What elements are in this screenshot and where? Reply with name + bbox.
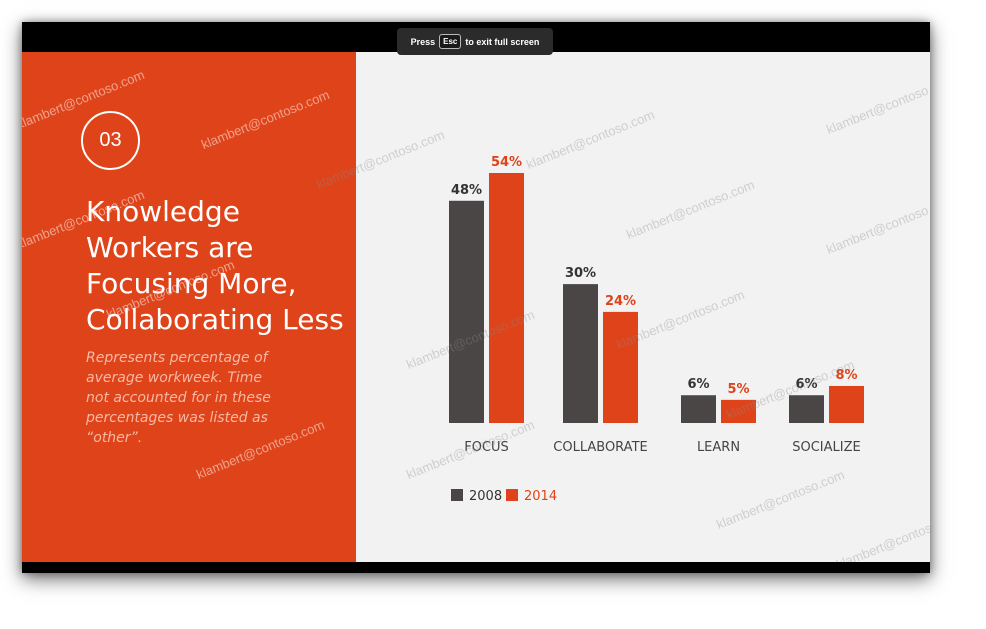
title-line: Knowledge <box>86 195 240 228</box>
subtitle-line: average workweek. Time <box>86 370 263 386</box>
data-label: 48% <box>451 183 482 198</box>
slide-left-panel: 03 Knowledge Workers are Focusing More, … <box>22 52 356 562</box>
data-label: 30% <box>565 266 596 281</box>
slide-canvas: 03 Knowledge Workers are Focusing More, … <box>22 52 930 562</box>
bar-2014-focus <box>489 173 524 423</box>
title-line: Workers are <box>86 231 254 264</box>
banner-press-text: Press <box>410 36 436 47</box>
legend-swatch-2014 <box>506 489 518 501</box>
slide-title: Knowledge Workers are Focusing More, Col… <box>86 194 346 338</box>
bar-2014-collaborate <box>603 311 638 423</box>
category-label: FOCUS <box>464 440 509 455</box>
title-line: Focusing More, <box>86 267 297 300</box>
bar-chart: 48% 54% FOCUS 30% 24% COLLABORATE 6% 5% LEARN 6% 8… <box>449 155 864 504</box>
bar-2014-socialize <box>829 385 864 423</box>
bar-2008-socialize <box>789 395 824 423</box>
slide-subtitle: Represents percentage of average workwee… <box>86 348 276 448</box>
data-label: 6% <box>687 377 709 392</box>
subtitle-line: percentages was listed as <box>86 410 268 426</box>
data-label: 5% <box>727 382 749 397</box>
subtitle-line: not accounted for in these <box>86 390 271 406</box>
category-label: COLLABORATE <box>553 440 647 455</box>
bar-2014-learn <box>721 399 756 423</box>
category-label: LEARN <box>697 440 740 455</box>
data-label: 24% <box>605 294 636 309</box>
subtitle-line: “other”. <box>86 430 143 446</box>
esc-key-badge: Esc <box>439 34 462 49</box>
subtitle-line: Represents percentage of <box>86 350 268 366</box>
bar-2008-learn <box>681 395 716 423</box>
legend-swatch-2008 <box>451 489 463 501</box>
fullscreen-window: Press Esc to exit full screen 03 Knowled… <box>22 22 930 573</box>
title-line: Collaborating Less <box>86 303 344 336</box>
data-label: 8% <box>835 368 857 383</box>
legend-label-2008: 2008 <box>469 489 502 504</box>
bar-2008-focus <box>449 200 484 423</box>
data-label: 6% <box>795 377 817 392</box>
banner-message: to exit full screen <box>465 36 540 47</box>
category-label: SOCIALIZE <box>792 440 861 455</box>
data-label: 54% <box>491 155 522 170</box>
legend-label-2014: 2014 <box>524 489 557 504</box>
exit-fullscreen-banner: Press Esc to exit full screen <box>397 28 553 55</box>
slide-number-badge: 03 <box>81 111 140 170</box>
bar-2008-collaborate <box>563 284 598 423</box>
